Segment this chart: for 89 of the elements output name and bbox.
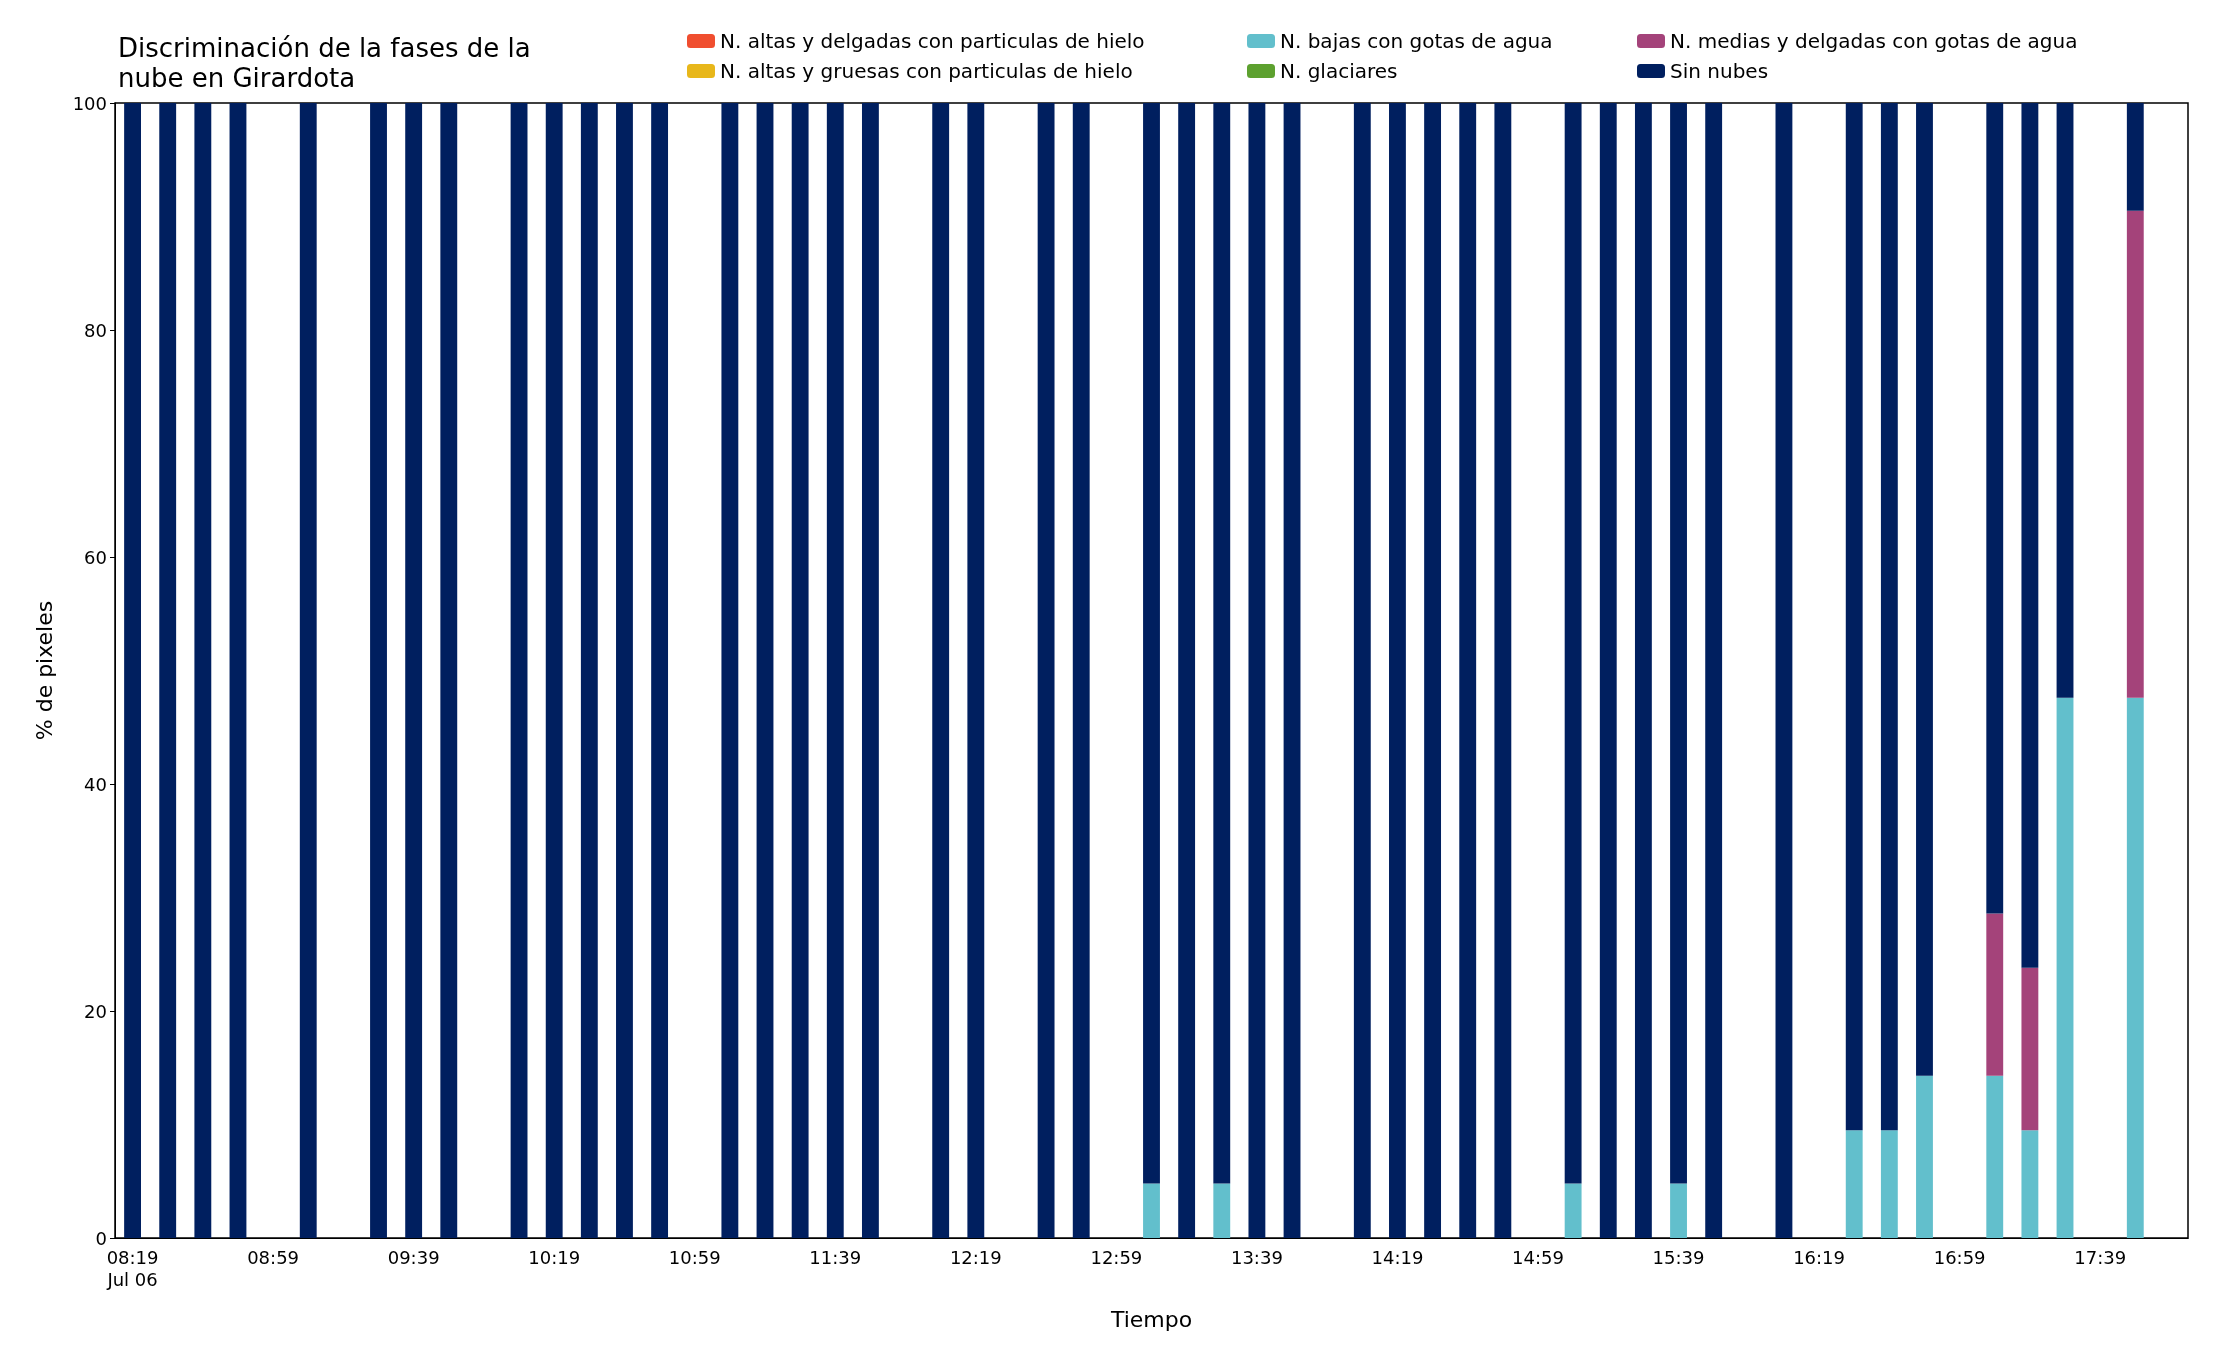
bar [1459,103,1477,1238]
bar [1353,103,1371,1238]
bar [1143,1183,1160,1238]
x-tick-label: 16:59 [1933,1246,1986,1268]
x-tick-label: 11:39 [809,1246,862,1268]
bar [1564,103,1582,1184]
bar [299,103,317,1238]
x-tick-label: 08:59 [247,1246,300,1268]
bar [580,103,598,1238]
bar [1845,1130,1863,1238]
x-tick-label: 12:19 [949,1246,1002,1268]
x-tick-label: 09:39 [387,1246,440,1268]
legend-label: N. bajas con gotas de agua [1280,29,1553,53]
x-tick-label: 10:19 [528,1246,581,1268]
bar [1670,103,1687,1184]
bar [826,103,844,1238]
bar [861,103,879,1238]
y-tick-label: 80 [84,319,107,341]
bar [1845,103,1863,1131]
bar [1564,1183,1582,1238]
bar [370,103,387,1238]
bar [932,103,950,1238]
y-tick-label: 100 [72,92,107,114]
bar [651,103,669,1238]
legend-label: Sin nubes [1670,59,1769,83]
bar [721,103,739,1238]
bar [756,103,774,1238]
bar [2056,697,2074,1238]
x-tick-label: 17:39 [2074,1246,2127,1268]
bar [1213,1183,1231,1238]
chart-title: Discriminación de la fases de la nube en Girardota [118,33,531,93]
bar [2021,967,2039,1131]
bar [616,103,633,1238]
bar [545,103,563,1238]
bar [1213,103,1231,1184]
x-tick-label: 08:19 Jul 06 [106,1246,159,1290]
bar [1634,103,1652,1238]
legend-label: N. glaciares [1280,59,1398,83]
bar [2021,1130,2039,1238]
bar [159,103,177,1238]
y-tick-label: 60 [84,546,107,568]
y-tick-label: 40 [84,773,107,795]
bar [1389,103,1406,1238]
x-tick-label: 10:59 [668,1246,721,1268]
y-tick-label: 0 [95,1227,107,1249]
legend-label: N. altas y gruesas con particulas de hielo [720,59,1133,83]
y-axis-title: % de pixeles [31,600,57,741]
bar [194,103,212,1238]
bar [1424,103,1442,1238]
bar [1599,103,1617,1238]
bar [1880,103,1898,1131]
bar [2126,697,2144,1238]
bar [1916,103,1933,1076]
x-tick-label: 15:39 [1652,1246,1705,1268]
bar [1494,103,1512,1238]
bar [967,103,985,1238]
x-tick-label: 13:39 [1230,1246,1283,1268]
bar [1986,1075,2004,1238]
bar [1037,103,1055,1238]
bar [1775,103,1793,1238]
legend-label: N. medias y delgadas con gotas de agua [1670,29,2078,53]
bar [510,103,528,1238]
bar [1143,103,1160,1184]
bar [1916,1075,1933,1238]
x-tick-label: 14:19 [1371,1246,1424,1268]
bar [2126,103,2144,211]
bar [1986,103,2004,914]
legend-label: N. altas y delgadas con particulas de hielo [720,29,1145,53]
x-axis-title: Tiempo [1109,1306,1193,1332]
y-tick-label: 20 [84,1000,107,1022]
bar [1248,103,1266,1238]
x-tick-label: 14:59 [1512,1246,1564,1268]
x-tick-label: 16:19 [1793,1246,1846,1268]
bar [1072,103,1090,1238]
bar [440,103,458,1238]
bar [1283,103,1301,1238]
x-tick-label: 12:59 [1090,1246,1143,1268]
bar [791,103,809,1238]
bar [2021,103,2039,968]
bar [2126,210,2144,698]
bar [1880,1130,1898,1238]
bar [1178,103,1196,1238]
bar [405,103,423,1238]
bar [2056,103,2074,698]
bar [124,103,141,1238]
bar [1986,913,2004,1076]
bar [1705,103,1723,1238]
bar [1670,1183,1687,1238]
bar [229,103,247,1238]
